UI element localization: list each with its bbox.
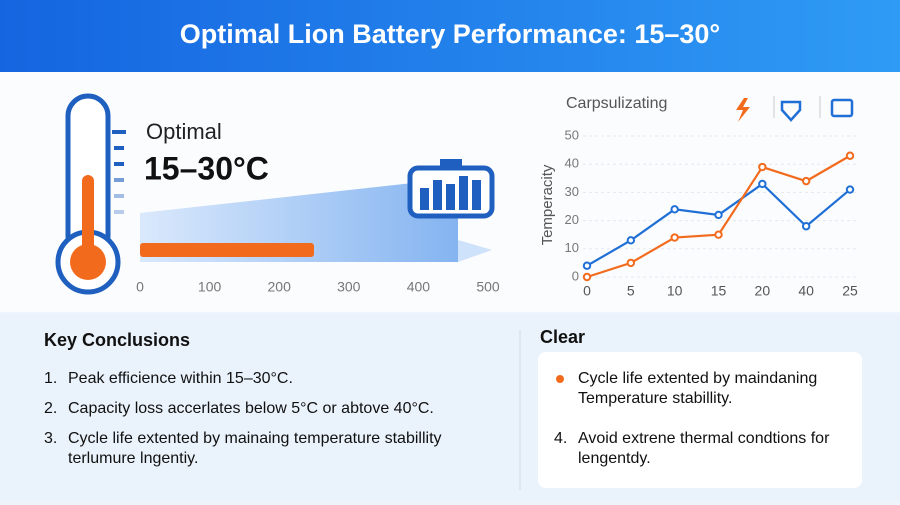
x-tick-label: 5 <box>627 283 635 299</box>
thermometer-core <box>70 244 106 280</box>
gradient-wedge <box>140 178 458 262</box>
x-tick-label: 0 <box>136 279 144 295</box>
list-marker: 3. <box>44 430 57 447</box>
point <box>670 205 679 214</box>
point <box>582 261 592 270</box>
y-tick-label: 30 <box>565 184 579 199</box>
x-tick-label: 100 <box>198 279 222 295</box>
x-tick-label: 200 <box>268 279 292 295</box>
conclusions-title: Key Conclusions <box>44 330 190 350</box>
list-text: Cycle life extented by maindaning Tempera… <box>578 370 817 407</box>
list-line: lengentdy. <box>578 450 651 467</box>
point <box>626 258 636 268</box>
clear-title: Clear <box>540 327 585 347</box>
list-text: Capacity loss accerlates below 5°C or ab… <box>68 400 434 417</box>
point <box>845 185 855 194</box>
bar <box>140 243 314 257</box>
icon-chart <box>830 98 854 118</box>
y-tick-label: 0 <box>572 268 579 283</box>
list-line: Cycle life extented by mainaing temperat… <box>68 430 442 447</box>
x-tick-label: 400 <box>407 279 431 295</box>
list-text: Peak efficience within 15–30°C. <box>68 370 293 387</box>
list-line: Avoid extrene thermal condtions for <box>578 430 830 447</box>
icon-bolt <box>736 98 750 122</box>
list-text: Avoid extrene thermal condtions for lenge… <box>578 430 830 467</box>
point <box>845 151 855 160</box>
thermometer-ticks <box>112 130 126 214</box>
x-tick-label: 0 <box>583 283 591 299</box>
list-line: Temperature stabillity. <box>578 390 732 407</box>
point <box>714 230 723 239</box>
icon-shield <box>780 100 802 122</box>
header <box>0 0 900 72</box>
battery-cells <box>420 176 481 210</box>
point <box>626 236 636 245</box>
list-line: terlumure lngentiy. <box>68 450 198 467</box>
y-axis-label: Temperacity <box>539 164 556 245</box>
x-tick-label: 300 <box>337 279 361 295</box>
y-tick-label: 40 <box>565 156 579 171</box>
point <box>670 233 679 242</box>
x-tick-label: 40 <box>798 283 814 299</box>
list-marker: 1. <box>44 370 57 387</box>
thermo-range: 15–30°C <box>144 150 269 186</box>
x-tick-label: 25 <box>842 283 858 299</box>
list-line: Capacity loss accerlates below 5°C or ab… <box>68 400 434 417</box>
list-text: Cycle life extented by mainaing temperat… <box>68 430 442 467</box>
list-marker: 2. <box>44 400 57 417</box>
point <box>758 162 767 172</box>
point <box>801 176 811 186</box>
point <box>758 179 767 189</box>
y-tick-label: 20 <box>565 212 579 227</box>
x-tick-label: 500 <box>476 279 500 295</box>
list-line: Peak efficience within 15–30°C. <box>68 370 293 387</box>
battery-cap <box>440 159 462 168</box>
point <box>801 222 811 231</box>
title: Optimal Lion Battery Performance: 15–30° <box>180 19 720 49</box>
x-tick-label: 15 <box>711 283 727 299</box>
list-marker: 4. <box>554 430 567 447</box>
point <box>714 210 723 220</box>
list-line: Cycle life extented by maindaning <box>578 370 817 387</box>
x-tick-label: 20 <box>755 283 771 299</box>
arrow-head <box>458 240 492 262</box>
x-tick-label: 10 <box>667 283 683 299</box>
y-tick-label: 10 <box>565 240 579 255</box>
clear-card <box>538 352 862 488</box>
bullet <box>556 375 564 383</box>
thermo-label: Optimal <box>146 119 222 144</box>
line-chart-title: Carpsulizating <box>566 95 667 112</box>
point <box>582 272 592 282</box>
thermometer-fill <box>82 175 94 265</box>
y-tick-label: 50 <box>565 127 579 142</box>
